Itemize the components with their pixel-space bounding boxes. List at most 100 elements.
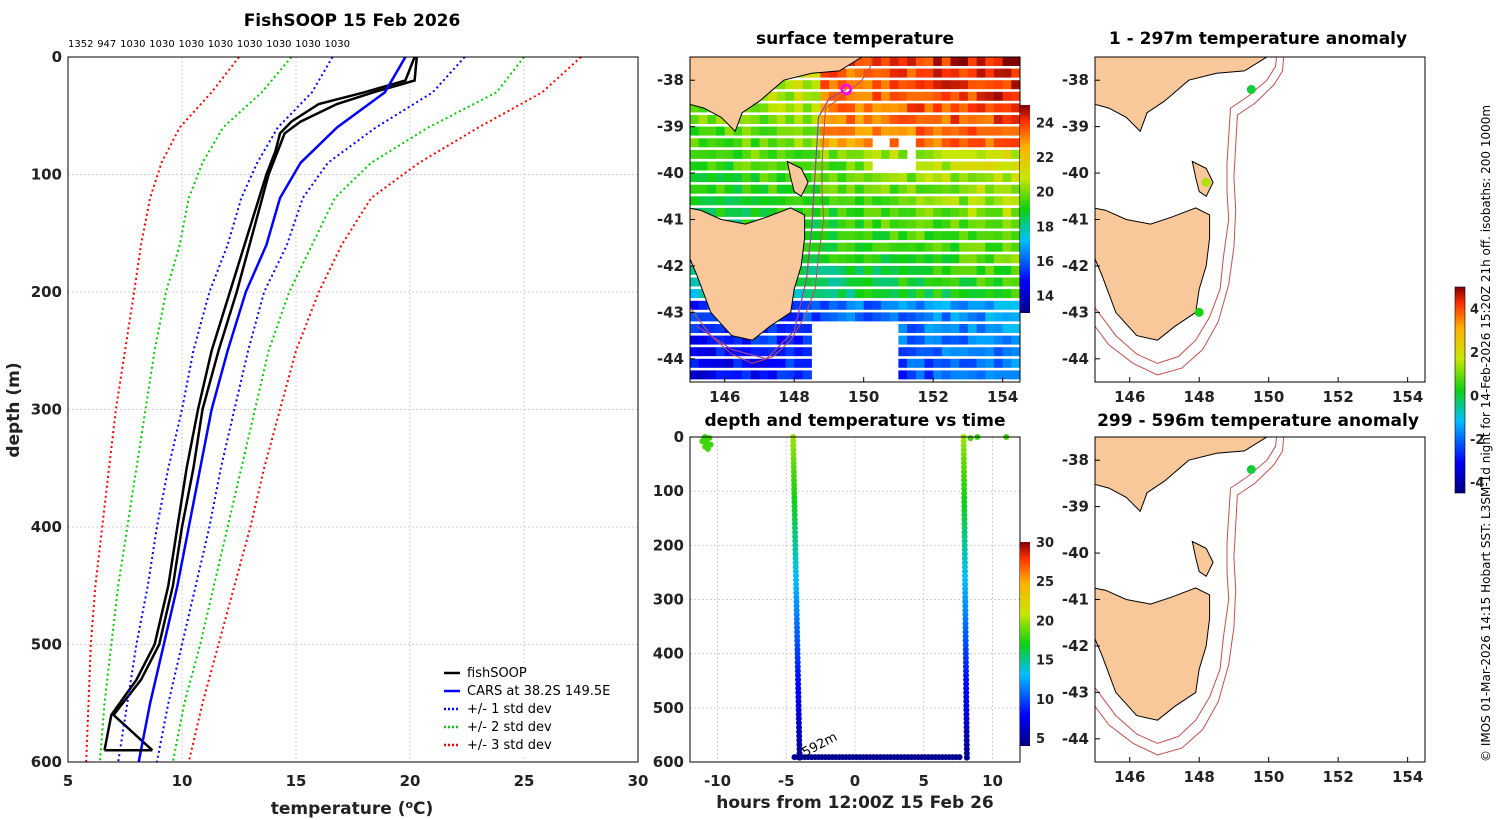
y-tick-label: -40 bbox=[1062, 544, 1089, 562]
sst-cell bbox=[828, 242, 838, 252]
sst-cell bbox=[768, 103, 778, 113]
sst-cell bbox=[907, 335, 917, 345]
sst-cell bbox=[915, 358, 925, 368]
sst-cell bbox=[993, 196, 1003, 206]
series-line bbox=[111, 56, 419, 752]
sst-cell bbox=[690, 126, 699, 136]
sst-cell bbox=[802, 370, 812, 380]
cast-point bbox=[795, 685, 802, 692]
isobath-1000m bbox=[1095, 437, 1285, 756]
sst-cell bbox=[759, 347, 769, 357]
sst-cell bbox=[802, 149, 812, 159]
sst-cell bbox=[716, 126, 726, 136]
series-line bbox=[103, 56, 416, 751]
x-tick-label: 152 bbox=[1323, 388, 1354, 406]
sst-cell bbox=[785, 126, 795, 136]
sst-cell bbox=[950, 57, 960, 66]
sst-cell bbox=[941, 358, 951, 368]
sst-cell bbox=[707, 115, 717, 124]
colorbar-tick-label: 4 bbox=[1470, 303, 1479, 318]
sst-cell bbox=[855, 184, 864, 194]
sst-cell bbox=[698, 126, 708, 136]
victoria-land bbox=[690, 57, 863, 133]
sst-cell bbox=[776, 91, 786, 101]
sst-cell bbox=[846, 207, 856, 217]
sst-cell bbox=[846, 265, 856, 275]
sst-cell bbox=[941, 138, 951, 148]
sst-cell bbox=[1002, 231, 1012, 241]
sst-cell bbox=[846, 254, 856, 264]
sst-cell bbox=[855, 68, 864, 78]
sst-cell bbox=[733, 173, 743, 183]
sst-cell bbox=[1011, 347, 1020, 357]
sst-cell bbox=[924, 196, 934, 206]
sst-cell bbox=[724, 161, 734, 171]
sst-cell bbox=[724, 126, 734, 136]
sst-cell bbox=[967, 254, 977, 264]
sst-cell bbox=[985, 277, 995, 287]
sst-cell bbox=[950, 161, 960, 171]
sst-cell bbox=[924, 219, 934, 229]
y-tick-label: 200 bbox=[653, 536, 684, 554]
sst-cell bbox=[863, 115, 873, 124]
sst-cell bbox=[855, 265, 864, 275]
sst-cell bbox=[959, 219, 969, 229]
colorbar-tick-label: 14 bbox=[1036, 290, 1054, 305]
sst-cell bbox=[872, 196, 882, 206]
sst-cell bbox=[881, 231, 891, 241]
sst-cell bbox=[785, 324, 795, 333]
sst-cell bbox=[985, 184, 995, 194]
sst-cell bbox=[759, 103, 769, 113]
cast-point bbox=[962, 594, 969, 601]
sst-cell bbox=[776, 370, 786, 380]
sst-cell bbox=[811, 254, 821, 264]
sst-cell bbox=[881, 57, 891, 66]
sst-cell bbox=[933, 231, 943, 241]
sst-cell bbox=[794, 358, 804, 368]
y-tick-label: -44 bbox=[1062, 350, 1089, 368]
top-count-label: 947 bbox=[97, 39, 116, 50]
sst-cell bbox=[959, 57, 969, 66]
sst-map-content bbox=[690, 57, 1020, 382]
sst-cell bbox=[837, 196, 847, 206]
sst-cell bbox=[915, 80, 925, 90]
sst-cell bbox=[733, 184, 743, 194]
sst-cell bbox=[724, 196, 734, 206]
sst-cell bbox=[750, 335, 760, 345]
sst-cell bbox=[993, 324, 1003, 333]
sst-cell bbox=[837, 265, 847, 275]
sst-cell bbox=[959, 91, 969, 101]
sst-cell bbox=[967, 370, 977, 380]
sst-cell bbox=[742, 347, 752, 357]
sst-cell bbox=[993, 265, 1003, 275]
sst-cell bbox=[1002, 173, 1012, 183]
y-tick-label: -44 bbox=[1062, 730, 1089, 748]
sst-cell bbox=[915, 242, 925, 252]
sst-cell bbox=[959, 324, 969, 333]
sst-cell bbox=[933, 184, 943, 194]
cast-point bbox=[963, 702, 970, 709]
sst-cell bbox=[898, 207, 908, 217]
x-tick-label: 0 bbox=[850, 772, 860, 790]
sst-cell bbox=[933, 277, 943, 287]
sst-cell bbox=[959, 242, 969, 252]
sst-cell bbox=[1011, 80, 1020, 90]
colorbar-tick-label: 25 bbox=[1036, 575, 1054, 590]
sst-cell bbox=[907, 80, 917, 90]
sst-cell bbox=[907, 184, 917, 194]
cast-point bbox=[795, 707, 802, 713]
sst-cell bbox=[985, 138, 995, 148]
top-count-label: 1030 bbox=[149, 39, 174, 50]
sst-cell bbox=[820, 103, 830, 113]
series-line bbox=[98, 56, 293, 763]
sst-cell bbox=[898, 219, 908, 229]
sst-cell bbox=[820, 68, 830, 78]
cast-point bbox=[793, 585, 800, 592]
sst-cell bbox=[950, 126, 960, 136]
sst-cell bbox=[707, 358, 717, 368]
sst-cell bbox=[698, 358, 708, 368]
cast-point bbox=[962, 620, 969, 627]
sst-cell bbox=[837, 103, 847, 113]
sst-cell bbox=[863, 68, 873, 78]
sst-cell bbox=[959, 335, 969, 345]
